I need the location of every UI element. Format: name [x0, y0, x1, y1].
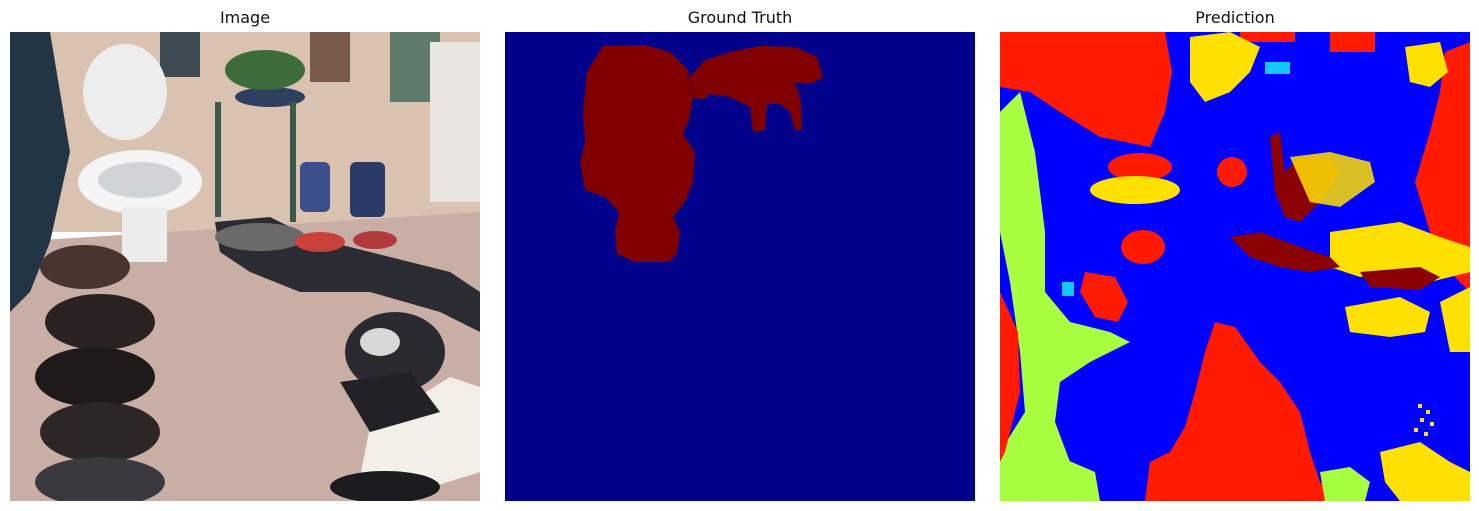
image-panel-title: Image	[219, 8, 271, 27]
ground-truth-panel: Ground Truth	[505, 0, 975, 511]
pred-red-left-mid	[1080, 272, 1128, 322]
pred-green-bottom-left	[1010, 457, 1100, 501]
pred-yellow-blob-1	[1090, 176, 1180, 204]
prediction-frame	[1000, 32, 1470, 501]
pred-speckle	[1414, 404, 1434, 436]
pred-yellow-right-edge	[1440, 287, 1470, 352]
gt-object-stool	[690, 46, 823, 132]
pred-red-top-right	[1330, 32, 1375, 52]
ground-truth-panel-title: Ground Truth	[687, 8, 793, 27]
bathroom-photo	[10, 32, 480, 501]
pred-yellow-fringe	[1290, 152, 1375, 207]
ground-truth-frame	[505, 32, 975, 501]
pred-red-top-left	[1000, 32, 1172, 147]
pred-cyan-patch	[1062, 282, 1074, 296]
pred-yellow-bottom-right	[1380, 442, 1470, 501]
pred-yellow-top	[1190, 32, 1260, 102]
pred-yellow-top-right	[1405, 42, 1448, 87]
image-panel: Image	[10, 0, 480, 511]
pred-darkred-lower	[1230, 232, 1340, 272]
prediction-mask	[1000, 32, 1470, 501]
pred-yellow-mid-right	[1345, 297, 1430, 337]
pred-red-top-mid	[1240, 32, 1295, 42]
pred-red-blob-1	[1108, 153, 1172, 181]
pred-yellow-center-right	[1330, 222, 1470, 282]
pred-darkred-right	[1360, 267, 1440, 290]
pred-green-left	[1000, 92, 1130, 501]
ground-truth-mask	[505, 32, 975, 501]
pred-red-right-edge	[1415, 42, 1470, 292]
gt-object-toilet	[580, 45, 695, 262]
prediction-panel-title: Prediction	[1195, 8, 1275, 27]
pred-red-left-edge	[1000, 292, 1020, 462]
gt-background	[505, 32, 975, 501]
pred-cyan-top	[1265, 62, 1290, 74]
pred-red-bottom	[1145, 322, 1345, 501]
pred-red-blob-2	[1121, 230, 1165, 264]
pred-red-blob-3	[1217, 157, 1247, 187]
prediction-panel: Prediction	[1000, 0, 1470, 511]
photo-frame	[10, 32, 480, 501]
pred-green-bottom	[1320, 467, 1370, 501]
